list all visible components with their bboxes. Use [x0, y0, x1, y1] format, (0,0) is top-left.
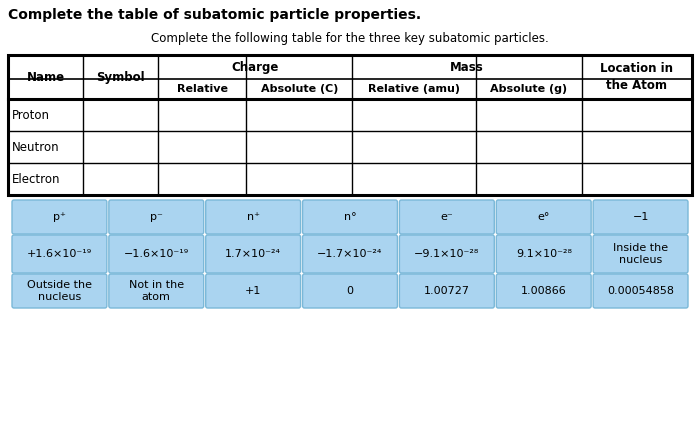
Text: e⁻: e⁻: [440, 212, 453, 222]
Text: Location in
the Atom: Location in the Atom: [601, 62, 673, 92]
FancyBboxPatch shape: [12, 200, 107, 234]
FancyBboxPatch shape: [400, 274, 494, 308]
Bar: [8, 55, 692, 195]
Text: +1.6×10⁻¹⁹: +1.6×10⁻¹⁹: [27, 249, 92, 259]
Text: Charge: Charge: [232, 61, 279, 73]
Text: Complete the table of subatomic particle properties.: Complete the table of subatomic particle…: [8, 8, 421, 22]
Text: p⁻: p⁻: [150, 212, 162, 222]
Text: e°: e°: [538, 212, 550, 222]
FancyBboxPatch shape: [302, 235, 398, 273]
Text: Relative (amu): Relative (amu): [368, 84, 460, 94]
FancyBboxPatch shape: [206, 200, 300, 234]
FancyBboxPatch shape: [206, 274, 300, 308]
FancyBboxPatch shape: [302, 274, 398, 308]
Text: Not in the
atom: Not in the atom: [129, 280, 184, 302]
Text: 9.1×10⁻²⁸: 9.1×10⁻²⁸: [516, 249, 572, 259]
FancyBboxPatch shape: [593, 274, 688, 308]
Text: Absolute (g): Absolute (g): [490, 84, 567, 94]
Text: p⁺: p⁺: [53, 212, 66, 222]
Text: Name: Name: [27, 70, 64, 84]
Text: Outside the
nucleus: Outside the nucleus: [27, 280, 92, 302]
Text: n°: n°: [344, 212, 356, 222]
Text: −1.7×10⁻²⁴: −1.7×10⁻²⁴: [317, 249, 383, 259]
Text: 0.00054858: 0.00054858: [607, 286, 674, 296]
FancyBboxPatch shape: [109, 200, 204, 234]
Text: Electron: Electron: [12, 172, 60, 186]
Text: +1: +1: [245, 286, 261, 296]
FancyBboxPatch shape: [400, 235, 494, 273]
Text: n⁺: n⁺: [246, 212, 260, 222]
FancyBboxPatch shape: [496, 235, 591, 273]
Text: 1.00727: 1.00727: [424, 286, 470, 296]
Text: Symbol: Symbol: [96, 70, 145, 84]
Text: Relative: Relative: [176, 84, 228, 94]
Text: Absolute (C): Absolute (C): [260, 84, 338, 94]
FancyBboxPatch shape: [109, 274, 204, 308]
Text: 1.00866: 1.00866: [521, 286, 566, 296]
FancyBboxPatch shape: [109, 235, 204, 273]
Text: −9.1×10⁻²⁸: −9.1×10⁻²⁸: [414, 249, 480, 259]
FancyBboxPatch shape: [593, 235, 688, 273]
Text: Proton: Proton: [12, 109, 50, 121]
FancyBboxPatch shape: [12, 235, 107, 273]
Text: −1.6×10⁻¹⁹: −1.6×10⁻¹⁹: [124, 249, 189, 259]
FancyBboxPatch shape: [302, 200, 398, 234]
FancyBboxPatch shape: [400, 200, 494, 234]
Text: Inside the
nucleus: Inside the nucleus: [613, 243, 668, 265]
FancyBboxPatch shape: [496, 274, 591, 308]
Text: Mass: Mass: [450, 61, 484, 73]
Text: 1.7×10⁻²⁴: 1.7×10⁻²⁴: [225, 249, 281, 259]
FancyBboxPatch shape: [206, 235, 300, 273]
Text: 0: 0: [346, 286, 354, 296]
FancyBboxPatch shape: [12, 274, 107, 308]
FancyBboxPatch shape: [496, 200, 591, 234]
Text: Complete the following table for the three key subatomic particles.: Complete the following table for the thr…: [151, 32, 549, 45]
Text: −1: −1: [632, 212, 649, 222]
FancyBboxPatch shape: [593, 200, 688, 234]
Text: Neutron: Neutron: [12, 140, 60, 154]
